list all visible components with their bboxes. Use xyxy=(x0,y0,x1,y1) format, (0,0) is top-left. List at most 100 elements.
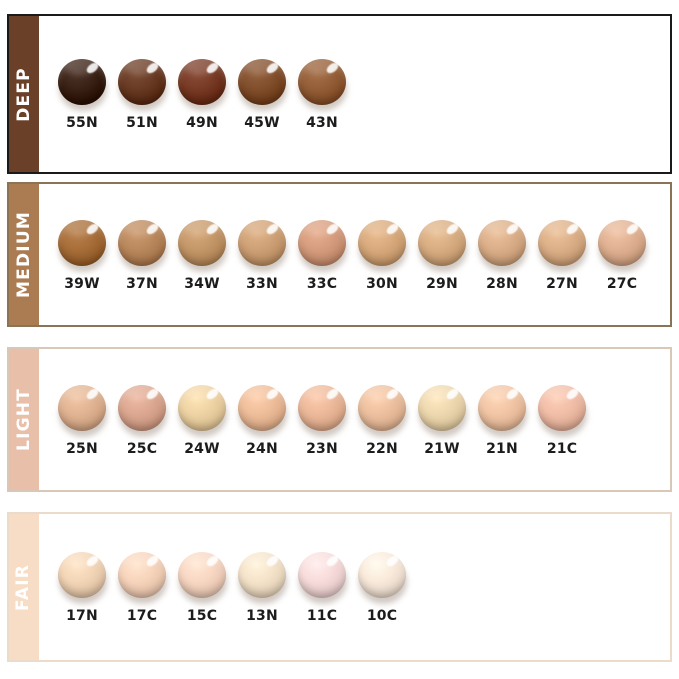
swatch-code-label: 34W xyxy=(184,275,220,292)
swatch-code-label: 13N xyxy=(246,608,278,624)
swatch-code-label: 11C xyxy=(306,608,338,624)
swatch-cell[interactable]: 11C xyxy=(292,550,352,624)
swatch-dome-wrap xyxy=(56,218,108,272)
swatch-cell[interactable]: 21W xyxy=(412,383,472,457)
swatch-dome-wrap xyxy=(596,218,648,272)
swatch-code-label: 51N xyxy=(126,115,158,131)
swatch-code-label: 29N xyxy=(426,275,458,292)
shade-section-deep: DEEP 55N 51N 49N 45W 43N xyxy=(7,14,672,174)
swatch-cell[interactable]: 21N xyxy=(472,383,532,457)
swatch-cell[interactable]: 24W xyxy=(172,383,232,457)
swatch-dome-wrap xyxy=(536,218,588,272)
swatch-cell[interactable]: 51N xyxy=(112,57,172,131)
swatch-code-label: 33N xyxy=(246,275,278,292)
swatch-cell[interactable]: 33C xyxy=(292,218,352,292)
swatch-cell[interactable]: 30N xyxy=(352,218,412,292)
swatch-code-label: 21C xyxy=(546,440,578,457)
swatch-code-label: 10C xyxy=(366,608,398,624)
swatch-dome-wrap xyxy=(56,383,108,437)
swatch-cell[interactable]: 28N xyxy=(472,218,532,292)
swatch-dome-wrap xyxy=(176,218,228,272)
swatch-dome-wrap xyxy=(356,550,408,604)
swatch-dome-wrap xyxy=(356,383,408,437)
section-label-text: LIGHT xyxy=(13,388,34,451)
swatch-dome-wrap xyxy=(416,383,468,437)
swatch-dome-wrap xyxy=(296,218,348,272)
section-label-bar-medium: MEDIUM xyxy=(9,184,39,325)
swatch-code-label: 55N xyxy=(66,115,98,131)
swatch-code-label: 28N xyxy=(486,275,518,292)
swatch-dome-wrap xyxy=(176,57,228,111)
swatch-dome-wrap xyxy=(176,383,228,437)
swatch-code-label: 17C xyxy=(126,608,158,624)
swatch-dome-wrap xyxy=(56,57,108,111)
section-label-text: DEEP xyxy=(13,66,34,122)
swatch-cell[interactable]: 37N xyxy=(112,218,172,292)
swatch-strip: 55N 51N 49N 45W 43N xyxy=(39,16,670,172)
swatch-dome-wrap xyxy=(236,550,288,604)
swatch-cell[interactable]: 27C xyxy=(592,218,652,292)
swatch-cell[interactable]: 55N xyxy=(52,57,112,131)
swatch-cell[interactable]: 33N xyxy=(232,218,292,292)
swatch-code-label: 24N xyxy=(246,440,278,457)
swatch-dome-wrap xyxy=(56,550,108,604)
swatch-code-label: 37N xyxy=(126,275,158,292)
swatch-dome-wrap xyxy=(236,383,288,437)
swatch-dome-wrap xyxy=(356,218,408,272)
shade-section-fair: FAIR 17N 17C 15C 13N 11C 10C xyxy=(7,512,672,662)
swatch-dome-wrap xyxy=(116,57,168,111)
swatch-dome-wrap xyxy=(296,383,348,437)
swatch-code-label: 43N xyxy=(306,115,338,131)
swatch-code-label: 45W xyxy=(244,115,280,131)
shade-section-medium: MEDIUM 39W 37N 34W 33N 33C 30N 29N 28N 27N 27C xyxy=(7,182,672,327)
swatch-cell[interactable]: 29N xyxy=(412,218,472,292)
swatch-cell[interactable]: 21C xyxy=(532,383,592,457)
swatch-dome-wrap xyxy=(296,550,348,604)
swatch-dome-wrap xyxy=(176,550,228,604)
swatch-code-label: 49N xyxy=(186,115,218,131)
swatch-code-label: 21W xyxy=(424,440,460,457)
swatch-code-label: 15C xyxy=(186,608,218,624)
swatch-dome-wrap xyxy=(296,57,348,111)
swatch-cell[interactable]: 27N xyxy=(532,218,592,292)
swatch-dome-wrap xyxy=(116,383,168,437)
section-label-bar-light: LIGHT xyxy=(9,349,39,490)
swatch-cell[interactable]: 10C xyxy=(352,550,412,624)
section-label-bar-deep: DEEP xyxy=(9,16,39,172)
swatch-cell[interactable]: 43N xyxy=(292,57,352,131)
swatch-code-label: 24W xyxy=(184,440,220,457)
section-label-text: MEDIUM xyxy=(13,211,34,298)
shade-section-light: LIGHT 25N 25C 24W 24N 23N 22N 21W 21N 21C xyxy=(7,347,672,492)
swatch-dome-wrap xyxy=(536,383,588,437)
swatch-code-label: 27N xyxy=(546,275,578,292)
swatch-code-label: 23N xyxy=(306,440,338,457)
swatch-code-label: 33C xyxy=(306,275,338,292)
swatch-code-label: 17N xyxy=(66,608,98,624)
swatch-code-label: 21N xyxy=(486,440,518,457)
swatch-cell[interactable]: 39W xyxy=(52,218,112,292)
swatch-cell[interactable]: 49N xyxy=(172,57,232,131)
swatch-code-label: 25N xyxy=(66,440,98,457)
swatch-dome-wrap xyxy=(236,218,288,272)
swatch-strip: 25N 25C 24W 24N 23N 22N 21W 21N 21C xyxy=(39,349,670,490)
swatch-dome-wrap xyxy=(416,218,468,272)
swatch-cell[interactable]: 25N xyxy=(52,383,112,457)
swatch-cell[interactable]: 15C xyxy=(172,550,232,624)
swatch-cell[interactable]: 25C xyxy=(112,383,172,457)
swatch-code-label: 22N xyxy=(366,440,398,457)
swatch-cell[interactable]: 24N xyxy=(232,383,292,457)
section-label-text: FAIR xyxy=(13,563,34,611)
swatch-dome-wrap xyxy=(476,218,528,272)
swatch-cell[interactable]: 23N xyxy=(292,383,352,457)
swatch-cell[interactable]: 13N xyxy=(232,550,292,624)
swatch-strip: 39W 37N 34W 33N 33C 30N 29N 28N 27N 27C xyxy=(39,184,670,325)
swatch-cell[interactable]: 17C xyxy=(112,550,172,624)
swatch-cell[interactable]: 34W xyxy=(172,218,232,292)
swatch-code-label: 27C xyxy=(606,275,638,292)
swatch-code-label: 25C xyxy=(126,440,158,457)
swatch-dome-wrap xyxy=(116,218,168,272)
swatch-cell[interactable]: 17N xyxy=(52,550,112,624)
swatch-cell[interactable]: 22N xyxy=(352,383,412,457)
swatch-cell[interactable]: 45W xyxy=(232,57,292,131)
